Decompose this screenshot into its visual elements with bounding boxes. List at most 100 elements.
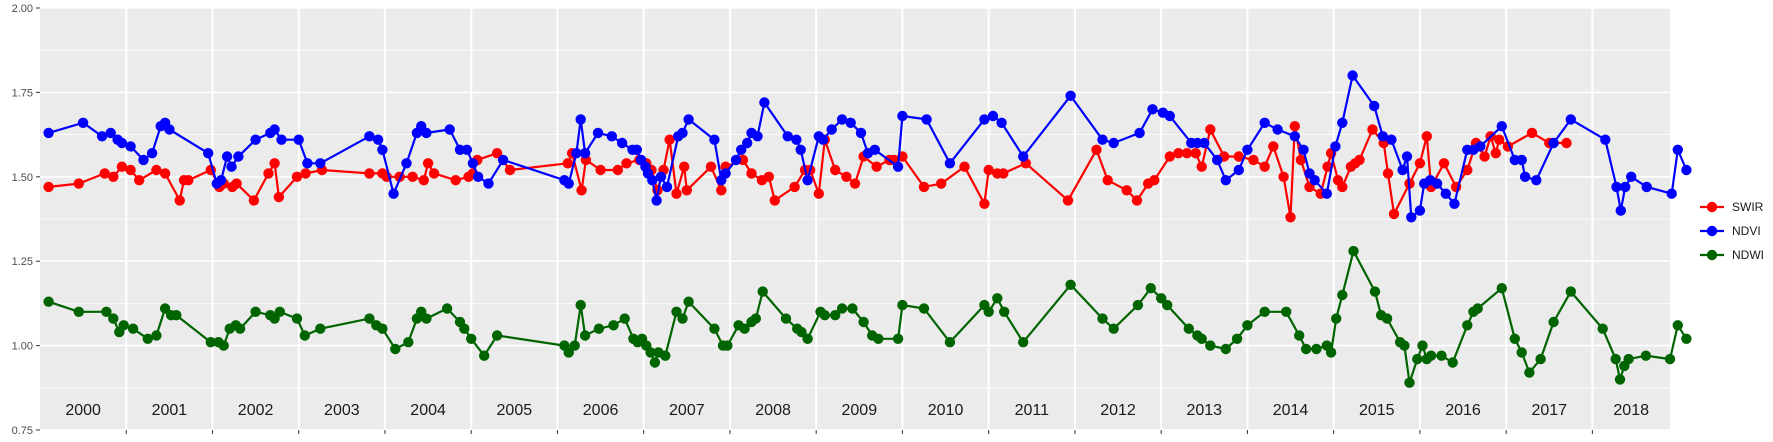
data-point: [293, 134, 304, 145]
data-point: [422, 158, 434, 169]
data-point: [183, 175, 194, 186]
data-point: [291, 313, 303, 324]
data-point: [299, 330, 310, 341]
data-point: [789, 181, 800, 193]
data-point: [1509, 333, 1521, 344]
data-point: [203, 148, 214, 159]
data-point: [1097, 313, 1108, 324]
year-label: 2008: [755, 402, 791, 419]
data-point: [579, 148, 591, 159]
data-point: [562, 158, 573, 169]
data-point: [171, 310, 182, 321]
data-point: [1065, 90, 1076, 102]
data-point: [664, 134, 675, 145]
data-point: [752, 131, 763, 142]
data-point: [873, 333, 884, 344]
data-point: [979, 114, 990, 125]
data-point: [1417, 340, 1428, 351]
data-point: [1600, 134, 1611, 145]
data-point: [579, 330, 591, 341]
data-point: [645, 347, 656, 358]
legend-item-swir: SWIR: [1700, 200, 1764, 214]
data-point: [1672, 144, 1684, 155]
data-point: [612, 164, 623, 176]
data-point: [742, 137, 753, 149]
data-point: [1681, 164, 1692, 176]
data-point: [1212, 154, 1223, 166]
data-point: [1548, 316, 1559, 328]
year-label: 2007: [669, 402, 705, 419]
series-ndvi: [43, 70, 1692, 223]
y-tick-label: 1.75: [12, 87, 33, 99]
data-point: [944, 337, 956, 348]
data-point: [791, 134, 802, 145]
data-point: [830, 310, 841, 321]
data-point: [871, 161, 882, 172]
data-point: [1298, 144, 1309, 155]
data-point: [1062, 195, 1074, 206]
data-point: [595, 164, 606, 176]
data-point: [73, 306, 85, 317]
data-point: [1181, 148, 1193, 159]
data-point: [300, 168, 311, 179]
data-point: [43, 181, 54, 193]
data-point: [1516, 347, 1527, 358]
data-point: [1220, 343, 1232, 355]
data-point: [444, 124, 455, 135]
data-point: [1436, 350, 1447, 361]
data-point: [1289, 131, 1301, 142]
data-point: [226, 161, 237, 172]
data-point: [944, 158, 956, 169]
data-point: [608, 320, 619, 331]
data-point: [631, 144, 642, 155]
data-point: [116, 137, 128, 149]
data-point: [1438, 158, 1450, 169]
data-point: [1664, 353, 1676, 365]
data-point: [959, 161, 970, 172]
data-point: [1259, 161, 1270, 172]
data-point: [661, 181, 673, 193]
data-point: [826, 124, 837, 135]
data-point: [999, 306, 1010, 317]
data-point: [606, 131, 617, 142]
data-point: [869, 144, 880, 155]
data-point: [769, 195, 780, 206]
data-point: [1259, 306, 1270, 317]
legend-key-point: [1706, 201, 1718, 213]
data-point: [651, 195, 662, 206]
data-point: [1278, 171, 1289, 182]
data-point: [1281, 306, 1292, 317]
data-point: [418, 175, 429, 186]
data-point: [716, 185, 727, 196]
data-point: [291, 171, 303, 182]
data-point: [421, 127, 432, 139]
data-point: [134, 175, 145, 186]
data-point: [1108, 323, 1119, 334]
data-point: [479, 350, 490, 361]
data-point: [921, 114, 932, 125]
year-label: 2002: [238, 402, 274, 419]
data-point: [730, 154, 742, 166]
data-point: [1610, 353, 1621, 365]
data-point: [671, 188, 682, 199]
data-point: [159, 303, 171, 314]
year-label: 2013: [1186, 402, 1222, 419]
data-point: [1242, 320, 1253, 331]
data-point: [576, 185, 587, 196]
data-point: [1331, 313, 1342, 324]
series-ndwi: [43, 245, 1692, 388]
data-point: [1386, 134, 1397, 145]
data-point: [1205, 124, 1216, 135]
data-point: [125, 141, 136, 152]
data-point: [683, 114, 694, 125]
data-point: [1196, 333, 1207, 344]
data-point: [780, 313, 792, 324]
data-point: [892, 161, 904, 172]
data-point: [855, 127, 867, 139]
data-point: [1516, 154, 1527, 166]
data-point: [736, 144, 747, 155]
data-point: [364, 313, 375, 324]
data-point: [1526, 127, 1538, 139]
year-label: 2005: [497, 402, 533, 419]
